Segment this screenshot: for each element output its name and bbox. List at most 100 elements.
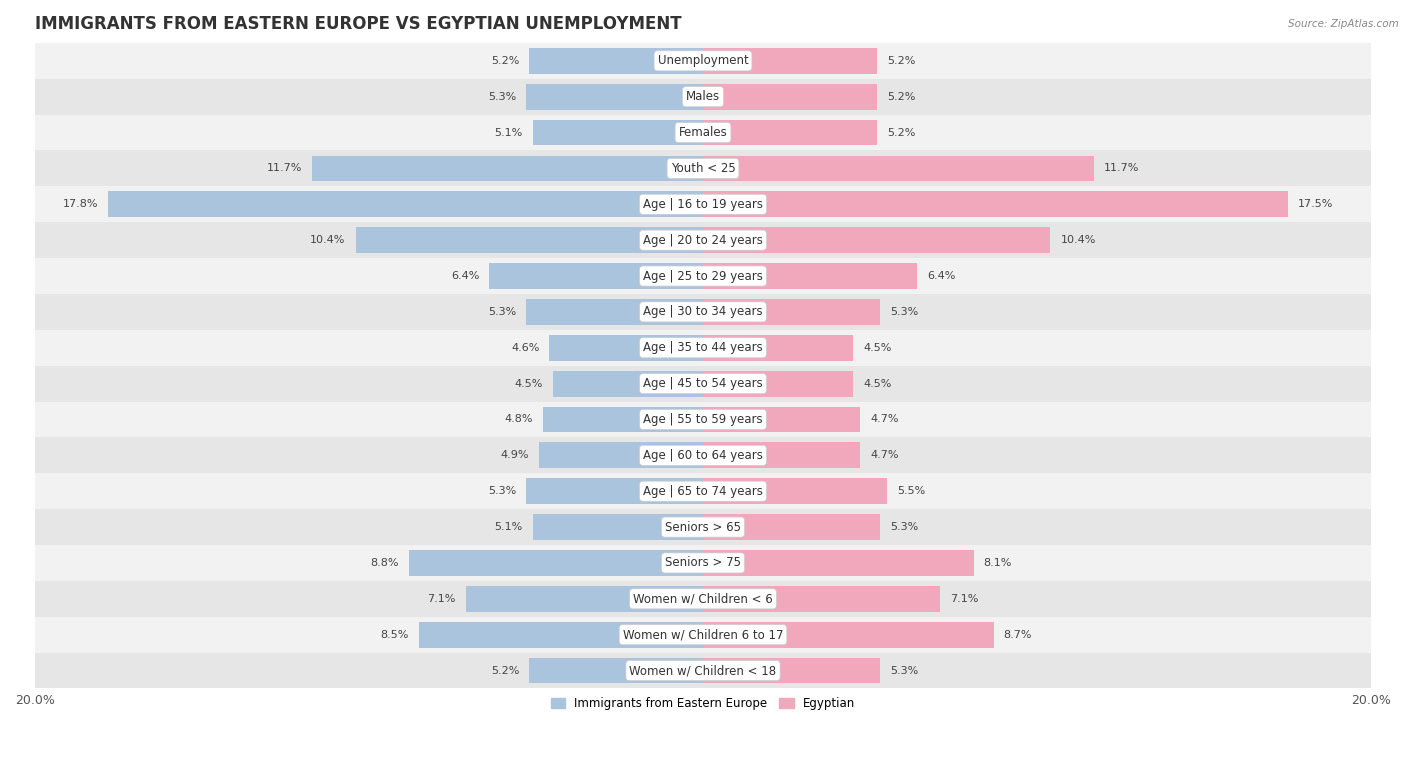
- Bar: [35, 653, 1371, 688]
- Text: 8.7%: 8.7%: [1004, 630, 1032, 640]
- Bar: [35, 79, 1371, 114]
- Text: Age | 25 to 29 years: Age | 25 to 29 years: [643, 269, 763, 282]
- Bar: [703, 442, 860, 469]
- Text: Age | 35 to 44 years: Age | 35 to 44 years: [643, 341, 763, 354]
- Bar: [703, 621, 994, 647]
- Text: 5.2%: 5.2%: [491, 56, 519, 66]
- Text: Unemployment: Unemployment: [658, 55, 748, 67]
- Bar: [703, 371, 853, 397]
- Bar: [703, 407, 860, 432]
- Text: Age | 20 to 24 years: Age | 20 to 24 years: [643, 234, 763, 247]
- Text: Women w/ Children 6 to 17: Women w/ Children 6 to 17: [623, 628, 783, 641]
- Text: 17.8%: 17.8%: [63, 199, 98, 209]
- Text: 4.5%: 4.5%: [863, 378, 891, 388]
- Bar: [35, 401, 1371, 438]
- Bar: [312, 155, 703, 182]
- Text: 8.5%: 8.5%: [381, 630, 409, 640]
- Text: 8.8%: 8.8%: [371, 558, 399, 568]
- Bar: [553, 371, 703, 397]
- Bar: [703, 335, 853, 360]
- Text: Males: Males: [686, 90, 720, 103]
- Bar: [409, 550, 703, 576]
- Text: 7.1%: 7.1%: [427, 593, 456, 604]
- Bar: [35, 438, 1371, 473]
- Bar: [703, 263, 917, 289]
- Text: 4.7%: 4.7%: [870, 450, 898, 460]
- Text: Females: Females: [679, 126, 727, 139]
- Text: Age | 60 to 64 years: Age | 60 to 64 years: [643, 449, 763, 462]
- Text: 5.2%: 5.2%: [887, 92, 915, 101]
- Bar: [526, 478, 703, 504]
- Bar: [703, 227, 1050, 253]
- Bar: [35, 151, 1371, 186]
- Bar: [526, 299, 703, 325]
- Bar: [35, 223, 1371, 258]
- Text: Seniors > 65: Seniors > 65: [665, 521, 741, 534]
- Bar: [543, 407, 703, 432]
- Text: 4.5%: 4.5%: [863, 343, 891, 353]
- Text: 11.7%: 11.7%: [1104, 164, 1139, 173]
- Bar: [703, 658, 880, 684]
- Bar: [703, 155, 1094, 182]
- Text: 5.3%: 5.3%: [488, 92, 516, 101]
- Bar: [703, 299, 880, 325]
- Bar: [35, 617, 1371, 653]
- Text: 5.1%: 5.1%: [495, 127, 523, 138]
- Bar: [35, 294, 1371, 330]
- Bar: [35, 545, 1371, 581]
- Text: Women w/ Children < 18: Women w/ Children < 18: [630, 664, 776, 677]
- Bar: [533, 514, 703, 540]
- Text: 5.1%: 5.1%: [495, 522, 523, 532]
- Text: 4.7%: 4.7%: [870, 415, 898, 425]
- Text: 6.4%: 6.4%: [451, 271, 479, 281]
- Text: 7.1%: 7.1%: [950, 593, 979, 604]
- Text: Age | 65 to 74 years: Age | 65 to 74 years: [643, 484, 763, 497]
- Bar: [108, 192, 703, 217]
- Text: 5.3%: 5.3%: [890, 665, 918, 675]
- Bar: [465, 586, 703, 612]
- Bar: [550, 335, 703, 360]
- Text: Women w/ Children < 6: Women w/ Children < 6: [633, 592, 773, 606]
- Text: Seniors > 75: Seniors > 75: [665, 556, 741, 569]
- Text: 11.7%: 11.7%: [267, 164, 302, 173]
- Text: 5.2%: 5.2%: [887, 56, 915, 66]
- Bar: [35, 473, 1371, 509]
- Text: 4.5%: 4.5%: [515, 378, 543, 388]
- Bar: [35, 581, 1371, 617]
- Bar: [35, 330, 1371, 366]
- Text: 10.4%: 10.4%: [1060, 235, 1095, 245]
- Text: Age | 45 to 54 years: Age | 45 to 54 years: [643, 377, 763, 390]
- Text: 5.3%: 5.3%: [488, 307, 516, 317]
- Text: 5.3%: 5.3%: [488, 486, 516, 497]
- Bar: [529, 48, 703, 73]
- Bar: [35, 366, 1371, 401]
- Bar: [703, 120, 877, 145]
- Bar: [529, 658, 703, 684]
- Bar: [540, 442, 703, 469]
- Bar: [526, 84, 703, 110]
- Bar: [356, 227, 703, 253]
- Bar: [703, 48, 877, 73]
- Text: 17.5%: 17.5%: [1298, 199, 1333, 209]
- Bar: [35, 186, 1371, 223]
- Text: 10.4%: 10.4%: [311, 235, 346, 245]
- Text: 5.5%: 5.5%: [897, 486, 925, 497]
- Text: 5.3%: 5.3%: [890, 307, 918, 317]
- Text: 5.2%: 5.2%: [887, 127, 915, 138]
- Text: Source: ZipAtlas.com: Source: ZipAtlas.com: [1288, 19, 1399, 29]
- Bar: [703, 478, 887, 504]
- Text: Age | 16 to 19 years: Age | 16 to 19 years: [643, 198, 763, 210]
- Bar: [419, 621, 703, 647]
- Text: 5.3%: 5.3%: [890, 522, 918, 532]
- Bar: [703, 514, 880, 540]
- Bar: [35, 509, 1371, 545]
- Text: 4.8%: 4.8%: [505, 415, 533, 425]
- Bar: [703, 84, 877, 110]
- Legend: Immigrants from Eastern Europe, Egyptian: Immigrants from Eastern Europe, Egyptian: [546, 693, 860, 715]
- Text: 4.9%: 4.9%: [501, 450, 529, 460]
- Text: IMMIGRANTS FROM EASTERN EUROPE VS EGYPTIAN UNEMPLOYMENT: IMMIGRANTS FROM EASTERN EUROPE VS EGYPTI…: [35, 15, 682, 33]
- Bar: [35, 114, 1371, 151]
- Bar: [35, 43, 1371, 79]
- Text: Youth < 25: Youth < 25: [671, 162, 735, 175]
- Bar: [703, 550, 973, 576]
